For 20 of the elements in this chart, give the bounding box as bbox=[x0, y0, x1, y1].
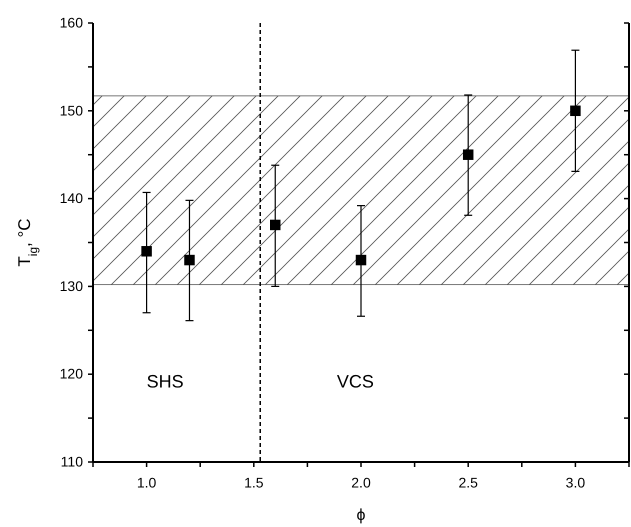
point bbox=[356, 254, 366, 266]
point bbox=[141, 246, 152, 257]
point bbox=[184, 254, 195, 266]
x-tick-label: 1.0 bbox=[136, 474, 157, 490]
y-tick-label: 160 bbox=[60, 14, 84, 30]
point bbox=[570, 106, 581, 116]
y-tick-label: 130 bbox=[60, 278, 84, 294]
annotation: VCS bbox=[336, 371, 374, 392]
x-tick-label: 2.5 bbox=[458, 474, 478, 490]
x-tick-label: 3.0 bbox=[566, 474, 586, 490]
y-tick-label: 120 bbox=[60, 366, 84, 382]
y-tick-label: 150 bbox=[60, 102, 84, 118]
x-tick-label: 1.5 bbox=[244, 474, 264, 490]
point bbox=[270, 220, 280, 230]
point bbox=[462, 149, 474, 160]
annotation: SHS bbox=[146, 371, 184, 392]
y-tick-label: 140 bbox=[60, 190, 84, 206]
x-tick-label: 2.0 bbox=[351, 474, 371, 490]
x-axis-title: ϕ bbox=[356, 507, 366, 524]
y-tick-label: 110 bbox=[60, 453, 84, 470]
